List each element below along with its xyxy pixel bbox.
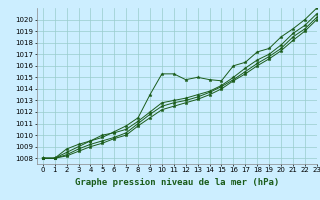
X-axis label: Graphe pression niveau de la mer (hPa): Graphe pression niveau de la mer (hPa) <box>75 178 279 187</box>
